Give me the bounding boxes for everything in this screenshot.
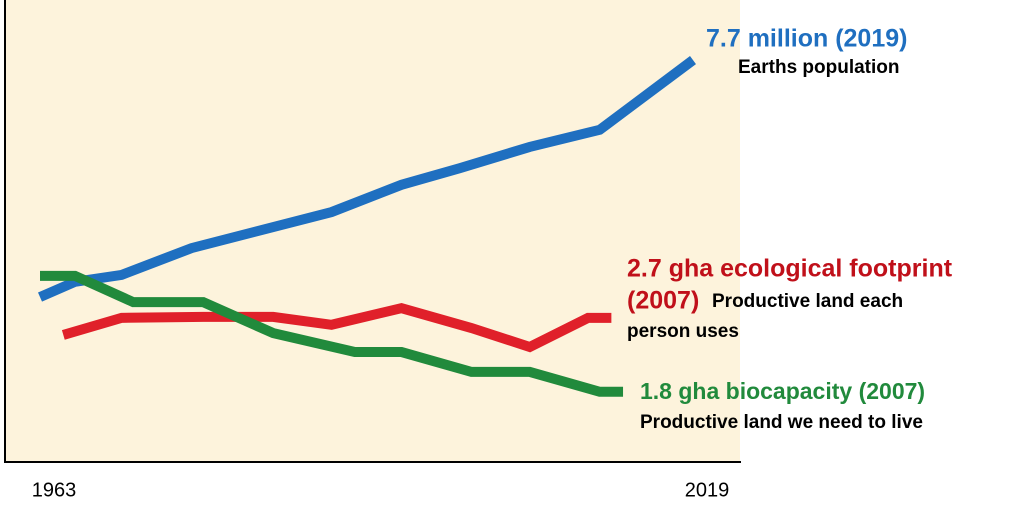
- series-line: [61, 302, 612, 353]
- annotation: person uses: [627, 321, 739, 342]
- series-line: [40, 270, 624, 397]
- x-tick-label: 1963: [32, 479, 77, 501]
- plot-background: [5, 0, 740, 462]
- x-tick-label: 2019: [685, 479, 730, 501]
- annotation: 7.7 million (2019): [706, 25, 907, 53]
- annotation: Productive land each: [712, 291, 903, 312]
- series-line: [38, 56, 696, 302]
- annotation: (2007): [627, 287, 699, 315]
- annotation: Productive land we need to live: [640, 412, 923, 433]
- annotation: 1.8 gha biocapacity (2007): [640, 378, 925, 404]
- annotation: 2.7 gha ecological footprint: [627, 255, 953, 283]
- annotation: Earths population: [738, 57, 900, 78]
